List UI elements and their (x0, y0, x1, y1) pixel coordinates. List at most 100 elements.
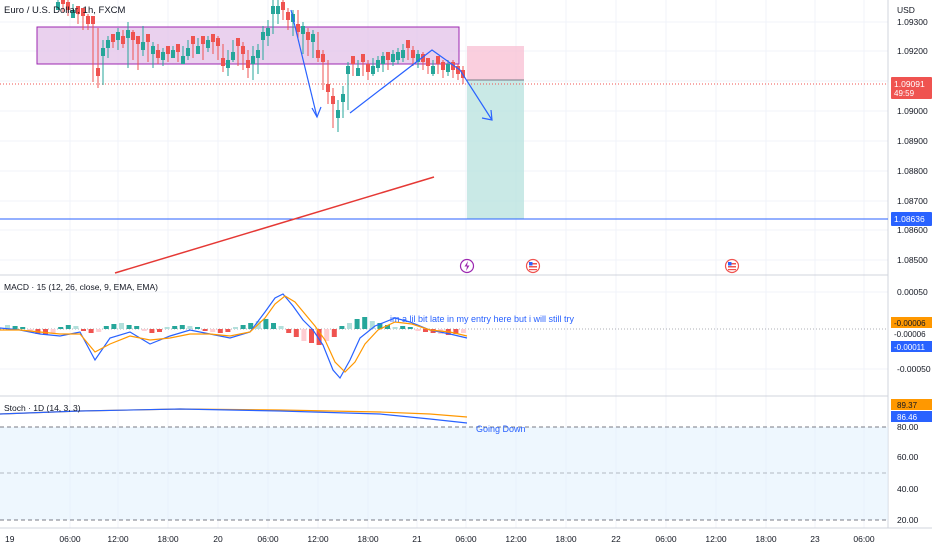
projection-drawing[interactable] (290, 9, 493, 121)
candle-body (241, 46, 245, 54)
macd-hist-bar (65, 325, 71, 329)
candle-body (376, 60, 380, 68)
stoch-tick-label: 40.00 (897, 484, 919, 494)
macd-hist-bar (225, 329, 231, 332)
candle-body (381, 56, 385, 64)
macd-hist-bar (309, 329, 314, 343)
us-flag-icon[interactable] (525, 258, 541, 274)
macd-hist-bar (119, 323, 124, 329)
macd-hist-bar (126, 325, 132, 329)
macd-line-value: -0.00006 (894, 330, 926, 339)
candle-body (186, 48, 190, 56)
macd-hist-bar (324, 329, 330, 341)
time-label: 19 (5, 534, 15, 544)
stop-loss-zone[interactable] (467, 46, 524, 80)
candle-body (61, 0, 65, 4)
time-label: 20 (213, 534, 223, 544)
candle-body (86, 16, 90, 24)
candle-body (116, 32, 120, 40)
macd-hist-bar (331, 329, 337, 337)
price-tick-label: 1.08800 (897, 166, 928, 176)
candle-body (221, 58, 225, 66)
candle-body (76, 6, 80, 14)
candle-body (361, 54, 365, 62)
candle-body (316, 50, 320, 58)
time-axis[interactable]: 19 06:00 12:00 18:00 20 06:00 12:00 18:00 21 06:0… (5, 534, 875, 544)
price-axis[interactable]: 1.093001.092001.091001.090001.089001.088… (897, 17, 928, 265)
macd-hist-bar (210, 329, 216, 332)
candle-body (66, 2, 70, 10)
candle-body (181, 56, 185, 64)
candle-body (176, 44, 180, 52)
candle-body (301, 26, 305, 34)
candlestick-series[interactable] (56, 0, 465, 132)
flash-event-icon[interactable] (459, 258, 475, 274)
symbol-title[interactable]: Euro / U.S. Dollar, 1h, FXCM (4, 5, 126, 16)
candle-body (341, 94, 345, 102)
candle-body (446, 64, 450, 72)
macd-hist-bar (461, 329, 466, 333)
time-label: 22 (611, 534, 621, 544)
candle-body (166, 46, 170, 54)
stoch-k-line[interactable] (0, 408, 468, 424)
macd-hist-bar (415, 329, 421, 331)
trend-line[interactable] (114, 176, 435, 274)
macd-hist-bar (339, 326, 345, 329)
candle-body (171, 50, 175, 58)
macd-hist-bar (73, 326, 79, 329)
candle-body (396, 52, 400, 60)
macd-hist-bar (240, 325, 246, 329)
candle-body (286, 12, 290, 20)
macd-hist-bar (103, 326, 109, 329)
macd-hist-bar (157, 329, 162, 332)
candle-body (431, 66, 435, 74)
macd-hist-bar (81, 329, 86, 331)
stoch-axis: 80.00 60.00 40.00 20.00 (897, 422, 919, 525)
macd-hist-bar (233, 327, 238, 329)
macd-hist-bar (141, 329, 147, 331)
macd-signal-value: -0.00006 (894, 319, 926, 328)
macd-tick-label: 0.00050 (897, 287, 928, 297)
candle-body (276, 6, 280, 14)
time-label: 06:00 (853, 534, 875, 544)
macd-line[interactable] (0, 293, 468, 380)
macd-hist-bar (164, 327, 170, 329)
macd-hist-bar (453, 329, 459, 334)
macd-signal-line[interactable] (0, 295, 468, 373)
macd-hist-bar (149, 329, 155, 333)
candle-body (146, 34, 150, 42)
candle-body (226, 60, 230, 68)
macd-hist-bar (172, 326, 178, 329)
take-profit-zone[interactable] (467, 80, 524, 219)
macd-hist-bar (316, 329, 322, 345)
candle-body (271, 6, 275, 14)
stoch-title[interactable]: Stoch · 1D (14, 3, 3) (4, 403, 81, 413)
candle-body (156, 50, 160, 58)
time-label: 12:00 (307, 534, 329, 544)
candle-body (331, 96, 335, 104)
us-flag-icon[interactable] (724, 258, 740, 274)
candle-body (266, 28, 270, 36)
macd-hist-bar (301, 329, 307, 341)
time-label: 12:00 (505, 534, 527, 544)
macd-annotation[interactable]: im a lil bit late in my entry here but i… (390, 314, 575, 324)
candle-body (56, 2, 60, 10)
candle-body (451, 62, 455, 70)
macd-hist-bar (217, 329, 223, 333)
price-tick-label: 1.08900 (897, 136, 928, 146)
candle-body (441, 62, 445, 70)
stoch-annotation[interactable]: Going Down (476, 424, 526, 434)
macd-title[interactable]: MACD · 15 (12, 26, close, 9, EMA, EMA) (4, 282, 158, 292)
time-label: 06:00 (257, 534, 279, 544)
macd-hist-bar (111, 324, 117, 329)
price-tick-label: 1.08600 (897, 225, 928, 235)
candle-body (406, 40, 410, 48)
time-label: 12:00 (107, 534, 129, 544)
macd-hist-bar (385, 325, 390, 329)
macd-axis: 0.00050 -0.00050 (897, 287, 931, 374)
macd-hist-bar (293, 329, 299, 337)
current-price-value: 1.09091 (894, 79, 925, 89)
price-tick-label: 1.08500 (897, 255, 928, 265)
candle-body (106, 40, 110, 48)
